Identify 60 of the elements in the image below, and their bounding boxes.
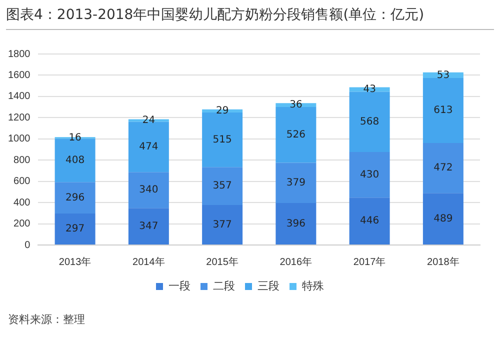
- y-tick-label: 1800: [8, 48, 31, 60]
- data-label: 472: [434, 162, 453, 174]
- data-label: 340: [139, 184, 158, 196]
- x-tick-label: 2015年: [206, 256, 238, 268]
- bar: [54, 182, 96, 214]
- data-label: 446: [360, 216, 380, 227]
- text: 资料来源：整理: [8, 312, 85, 327]
- data-label: 53: [436, 70, 450, 81]
- legend-label: 三段: [258, 280, 280, 293]
- y-tick-label: 400: [14, 197, 31, 208]
- bar: [422, 78, 464, 144]
- x-tick-label: 2014年: [132, 256, 165, 268]
- data-label: 430: [360, 169, 380, 180]
- bar: [202, 112, 243, 168]
- data-label: 408: [66, 155, 85, 166]
- y-tick-label: 1000: [8, 134, 31, 145]
- data-label: 357: [212, 180, 232, 192]
- y-tick-label: 800: [14, 154, 31, 166]
- bar: [202, 167, 243, 205]
- data-label: 526: [286, 129, 306, 140]
- data-label: 377: [212, 219, 232, 230]
- legend-label: 二段: [213, 280, 235, 293]
- bar: [54, 213, 96, 244]
- y-tick-label: 1600: [8, 70, 31, 81]
- y-tick-label: 200: [14, 218, 31, 230]
- x-tick-label: 2013年: [58, 256, 92, 268]
- bar: [276, 106, 316, 163]
- data-label: 568: [360, 116, 380, 128]
- data-label: 379: [286, 177, 306, 188]
- bar: [128, 208, 169, 244]
- data-label: 347: [139, 220, 158, 232]
- y-tick-label: 1400: [8, 91, 31, 102]
- bar: [128, 122, 169, 172]
- y-tick-label: 0: [24, 240, 31, 251]
- data-label: 489: [434, 213, 453, 224]
- bar: [276, 202, 316, 244]
- bar: [422, 193, 464, 244]
- data-label: 43: [363, 84, 376, 96]
- data-label: 613: [434, 105, 453, 116]
- chart-title: 图表4：2013-2018年中国婴幼儿配方奶粉分段销售额(单位：亿元): [6, 6, 494, 30]
- legend-label: 特殊: [302, 280, 324, 293]
- data-label: 474: [139, 142, 158, 153]
- x-tick-label: 2017年: [353, 256, 386, 268]
- x-tick-label: 2016年: [280, 256, 312, 268]
- data-label: 297: [66, 224, 85, 235]
- bar: [349, 152, 390, 198]
- data-label: 36: [290, 100, 302, 111]
- bar: [128, 172, 169, 208]
- y-tick-label: 600: [14, 176, 31, 188]
- legend-label: 一段: [168, 280, 190, 293]
- data-label: 296: [66, 192, 85, 204]
- data-label: 396: [286, 218, 306, 230]
- y-tick-label: 1200: [8, 112, 31, 124]
- bar: [349, 198, 390, 244]
- bar: [349, 92, 390, 152]
- data-label: 515: [212, 134, 232, 146]
- bar: [276, 162, 316, 203]
- bar: [202, 204, 243, 244]
- bar: [422, 143, 464, 194]
- x-tick-label: 2018年: [427, 256, 460, 268]
